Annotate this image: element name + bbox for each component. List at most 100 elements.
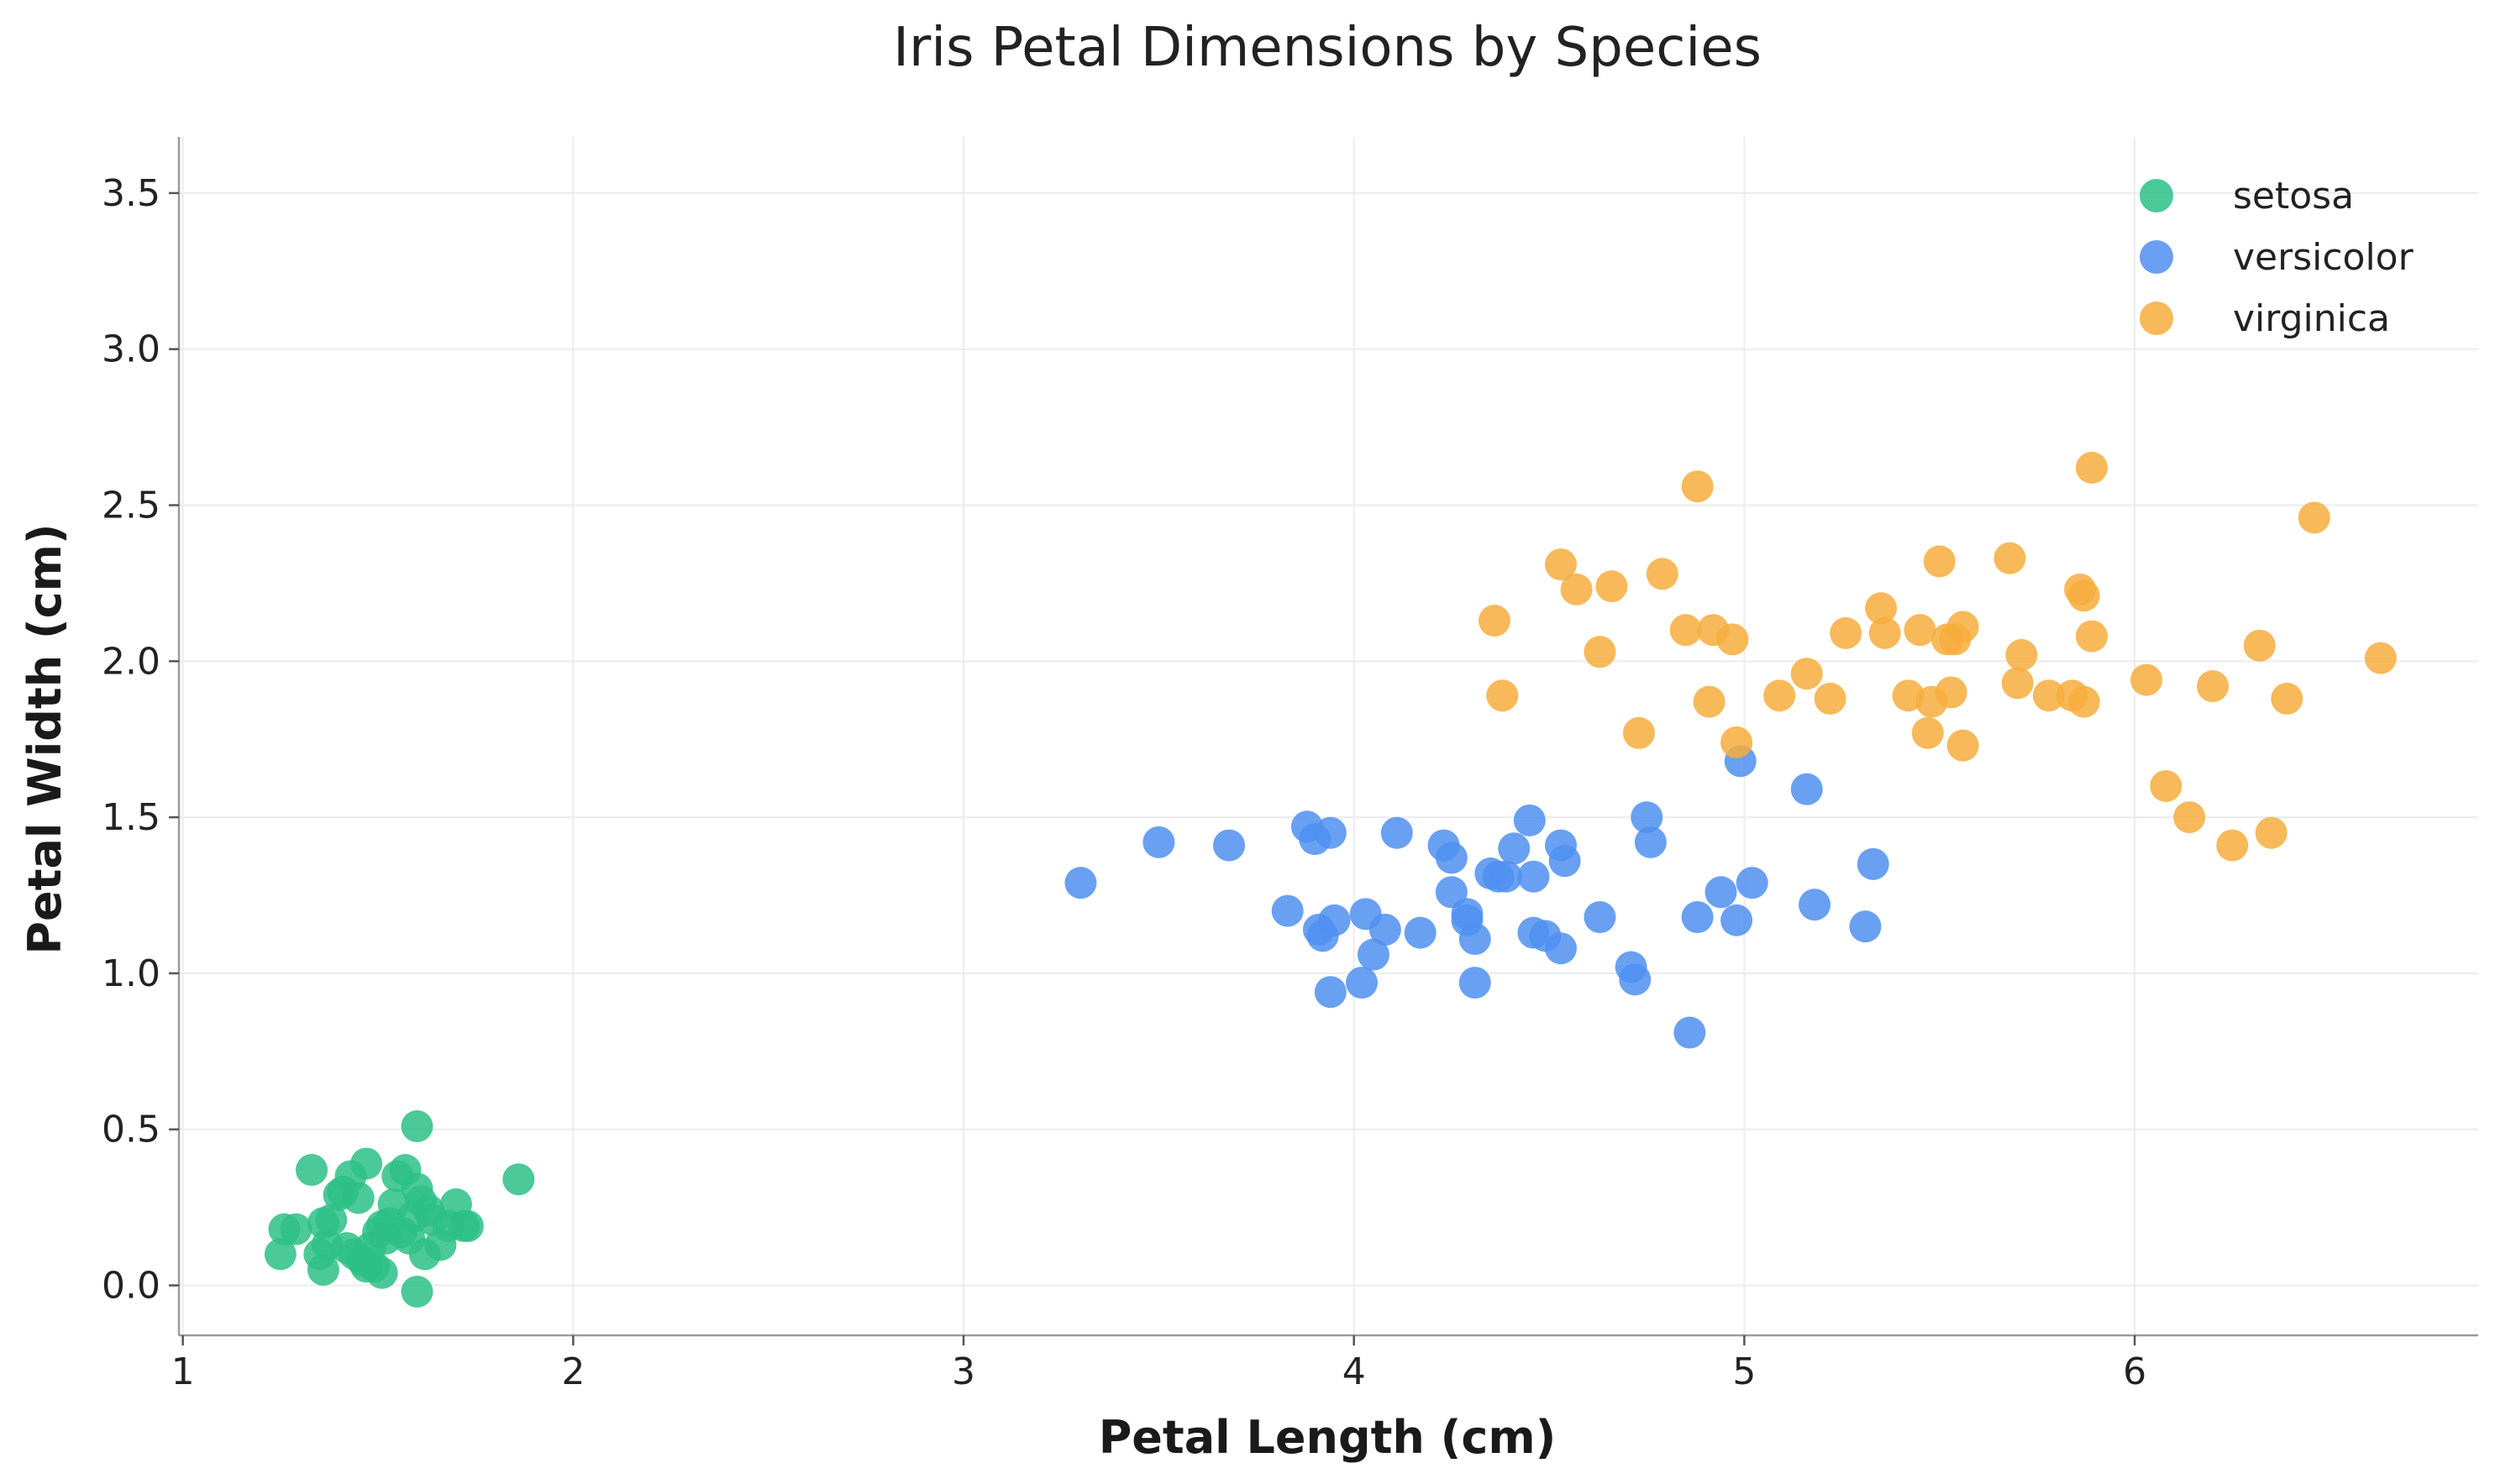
versicolor-point [1064, 867, 1097, 899]
y-tick-label: 3.5 [102, 172, 160, 215]
versicolor-point [1318, 904, 1351, 936]
virginica-point [2005, 638, 2038, 671]
virginica-point [2001, 667, 2034, 700]
y-axis-label: Petal Width (cm) [18, 523, 71, 954]
setosa-point [280, 1213, 313, 1245]
versicolor-point [1314, 816, 1347, 849]
legend-label: setosa [2233, 175, 2354, 218]
setosa-point [401, 1275, 433, 1308]
y-tick-label: 0.0 [102, 1265, 160, 1308]
virginica-point [1560, 573, 1593, 606]
y-tick-label: 2.0 [102, 640, 160, 683]
versicolor-point [1790, 773, 1823, 805]
versicolor-point [1704, 876, 1737, 909]
virginica-point [1814, 682, 1846, 715]
setosa-point [264, 1238, 297, 1271]
series-setosa [264, 1110, 535, 1308]
versicolor-point [1380, 816, 1413, 849]
setosa-point [365, 1256, 398, 1289]
virginica-point [1830, 616, 1862, 649]
x-tick-label: 4 [1342, 1350, 1366, 1393]
setosa-point [350, 1147, 383, 1180]
virginica-point [2216, 829, 2249, 862]
versicolor-point [1404, 916, 1437, 949]
versicolor-point [1681, 901, 1714, 934]
x-tick-label: 2 [561, 1350, 585, 1393]
virginica-point [1595, 570, 1628, 603]
virginica-point [2032, 679, 2065, 712]
y-axis-ticks: 0.0 0.5 1.0 1.5 2.0 2.5 3.0 3.5 [102, 172, 179, 1308]
legend-item-setosa: setosa [2140, 175, 2354, 218]
virginica-point [1911, 716, 1944, 749]
versicolor-point [1345, 967, 1378, 999]
virginica-point [2075, 451, 2108, 484]
versicolor-point [1458, 923, 1491, 956]
virginica-point [1935, 676, 1967, 709]
versicolor-point [1271, 894, 1304, 927]
versicolor-point [1634, 826, 1667, 858]
gridlines [179, 137, 2478, 1335]
versicolor-point [1489, 860, 1522, 893]
x-tick-label: 5 [1732, 1350, 1756, 1393]
versicolor-point [1368, 913, 1401, 946]
setosa-point [307, 1253, 339, 1286]
virginica-point [2150, 769, 2182, 802]
series-versicolor [1064, 745, 1889, 1049]
versicolor-point [1458, 967, 1491, 999]
y-tick-label: 1.0 [102, 952, 160, 995]
legend-item-virginica: virginica [2140, 297, 2390, 340]
virginica-point [1693, 685, 1725, 718]
setosa-point [401, 1110, 433, 1143]
virginica-point [2075, 620, 2108, 653]
legend-label: versicolor [2233, 236, 2414, 279]
versicolor-point [1857, 847, 1889, 880]
legend-marker [2140, 240, 2173, 274]
versicolor-point [1720, 904, 1753, 936]
virginica-point [1763, 679, 1796, 712]
x-tick-label: 1 [171, 1350, 195, 1393]
x-tick-label: 6 [2123, 1350, 2146, 1393]
versicolor-point [1517, 860, 1550, 893]
versicolor-point [1142, 826, 1175, 858]
legend-label: virginica [2233, 297, 2390, 340]
virginica-point [2173, 801, 2206, 834]
virginica-point [1646, 558, 1678, 590]
virginica-point [2255, 816, 2288, 849]
versicolor-point [1544, 932, 1577, 965]
legend-marker [2140, 179, 2173, 212]
versicolor-point [1799, 889, 1831, 921]
setosa-point [342, 1182, 375, 1214]
virginica-point [1478, 605, 1510, 637]
virginica-point [1544, 548, 1577, 581]
versicolor-point [1314, 976, 1347, 1009]
versicolor-point [1357, 938, 1389, 971]
virginica-point [1584, 636, 1616, 669]
versicolor-point [1619, 963, 1652, 996]
virginica-point [1669, 614, 1702, 647]
virginica-point [1865, 592, 1898, 625]
chart-title: Iris Petal Dimensions by Species [893, 17, 1762, 79]
virginica-point [1790, 658, 1823, 690]
versicolor-point [1584, 901, 1616, 934]
versicolor-point [1631, 801, 1663, 834]
virginica-point [1486, 679, 1519, 712]
y-tick-label: 0.5 [102, 1109, 160, 1151]
versicolor-point [1498, 832, 1531, 865]
virginica-point [1681, 470, 1714, 503]
y-tick-label: 2.5 [102, 485, 160, 527]
virginica-point [1904, 614, 1936, 647]
virginica-point [2243, 629, 2276, 662]
versicolor-point [1435, 842, 1468, 874]
virginica-point [2067, 685, 2100, 718]
virginica-point [2271, 682, 2303, 715]
data-points [264, 451, 2397, 1308]
virginica-point [1923, 545, 1956, 578]
legend-marker [2140, 302, 2173, 335]
virginica-point [2197, 670, 2230, 703]
virginica-point [2130, 663, 2163, 696]
versicolor-point [1736, 867, 1768, 899]
series-virginica [1478, 451, 2397, 862]
versicolor-point [1548, 845, 1581, 878]
y-tick-label: 1.5 [102, 796, 160, 839]
